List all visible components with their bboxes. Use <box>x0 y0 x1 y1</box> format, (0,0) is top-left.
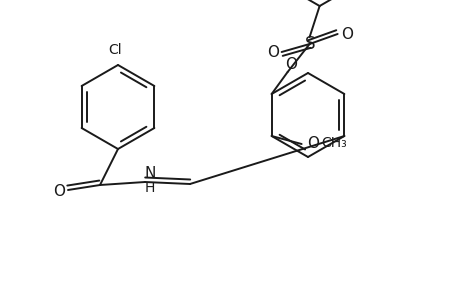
Text: Cl: Cl <box>108 43 122 57</box>
Text: O: O <box>306 136 318 151</box>
Text: S: S <box>304 35 314 53</box>
Text: O: O <box>340 26 352 41</box>
Text: H: H <box>145 181 155 195</box>
Text: O: O <box>284 56 296 71</box>
Text: O: O <box>53 184 65 199</box>
Text: N: N <box>144 167 155 182</box>
Text: CH₃: CH₃ <box>321 136 347 150</box>
Text: O: O <box>266 44 278 59</box>
